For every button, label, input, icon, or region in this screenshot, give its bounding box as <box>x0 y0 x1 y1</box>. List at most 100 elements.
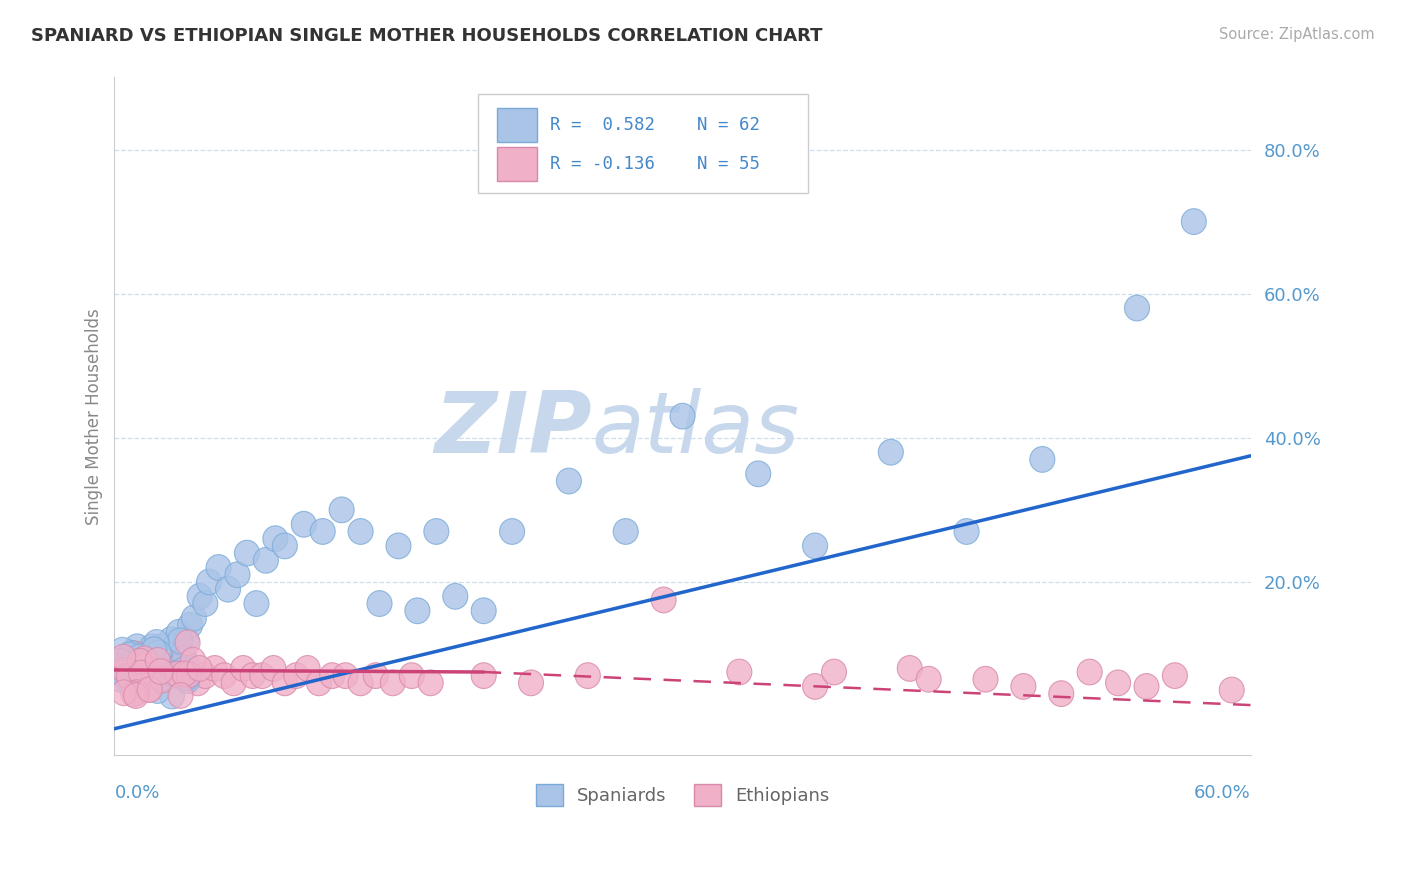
Ellipse shape <box>443 583 468 609</box>
Ellipse shape <box>122 678 146 704</box>
Ellipse shape <box>329 497 354 523</box>
Ellipse shape <box>128 644 152 670</box>
Ellipse shape <box>955 518 979 544</box>
Ellipse shape <box>136 676 162 702</box>
Ellipse shape <box>319 663 344 689</box>
Ellipse shape <box>170 641 195 667</box>
Ellipse shape <box>273 533 297 558</box>
Y-axis label: Single Mother Households: Single Mother Households <box>86 308 103 524</box>
Ellipse shape <box>225 562 250 588</box>
Ellipse shape <box>167 628 193 654</box>
Ellipse shape <box>221 670 246 696</box>
Ellipse shape <box>127 670 152 696</box>
Ellipse shape <box>122 641 148 667</box>
Ellipse shape <box>1125 295 1150 321</box>
Ellipse shape <box>132 656 157 681</box>
Ellipse shape <box>519 670 544 696</box>
Text: Source: ZipAtlas.com: Source: ZipAtlas.com <box>1219 27 1375 42</box>
Ellipse shape <box>138 677 162 703</box>
Ellipse shape <box>187 583 212 609</box>
Ellipse shape <box>166 620 191 645</box>
Ellipse shape <box>212 663 236 689</box>
Ellipse shape <box>897 656 922 681</box>
Ellipse shape <box>148 634 173 660</box>
Ellipse shape <box>263 525 288 551</box>
Ellipse shape <box>165 661 190 687</box>
Ellipse shape <box>363 663 388 689</box>
Ellipse shape <box>172 646 197 672</box>
Ellipse shape <box>1105 670 1130 696</box>
Ellipse shape <box>150 667 174 693</box>
Ellipse shape <box>143 641 169 667</box>
Ellipse shape <box>138 656 163 681</box>
Ellipse shape <box>295 656 321 681</box>
Ellipse shape <box>145 663 170 689</box>
Bar <box>498 108 537 142</box>
Ellipse shape <box>127 656 152 681</box>
Ellipse shape <box>405 598 430 624</box>
Ellipse shape <box>423 518 449 544</box>
Ellipse shape <box>132 646 157 672</box>
Bar <box>498 147 537 181</box>
Ellipse shape <box>138 648 163 674</box>
Ellipse shape <box>108 666 134 692</box>
Ellipse shape <box>163 634 187 660</box>
Ellipse shape <box>387 533 411 558</box>
Text: 60.0%: 60.0% <box>1194 784 1250 802</box>
Ellipse shape <box>115 648 141 674</box>
Ellipse shape <box>917 666 941 692</box>
Ellipse shape <box>111 644 136 670</box>
Ellipse shape <box>174 627 198 652</box>
Ellipse shape <box>153 648 179 674</box>
Ellipse shape <box>145 648 170 673</box>
Ellipse shape <box>124 682 149 708</box>
FancyBboxPatch shape <box>478 95 807 193</box>
Ellipse shape <box>148 658 173 684</box>
Ellipse shape <box>187 656 212 681</box>
Ellipse shape <box>557 468 582 494</box>
Ellipse shape <box>143 630 169 656</box>
Ellipse shape <box>380 670 405 696</box>
Ellipse shape <box>471 598 496 624</box>
Ellipse shape <box>170 657 195 683</box>
Ellipse shape <box>134 663 159 689</box>
Ellipse shape <box>250 663 274 689</box>
Ellipse shape <box>162 661 187 687</box>
Ellipse shape <box>215 576 240 602</box>
Ellipse shape <box>129 653 155 679</box>
Ellipse shape <box>193 591 218 616</box>
Ellipse shape <box>262 656 285 681</box>
Ellipse shape <box>124 680 149 706</box>
Ellipse shape <box>231 656 256 681</box>
Ellipse shape <box>122 663 148 689</box>
Ellipse shape <box>111 648 136 674</box>
Ellipse shape <box>311 518 335 544</box>
Ellipse shape <box>197 569 222 595</box>
Ellipse shape <box>499 518 524 544</box>
Text: R =  0.582    N = 62: R = 0.582 N = 62 <box>550 116 759 134</box>
Ellipse shape <box>307 670 332 696</box>
Ellipse shape <box>821 659 846 685</box>
Ellipse shape <box>120 656 143 681</box>
Ellipse shape <box>120 658 143 684</box>
Ellipse shape <box>176 662 201 688</box>
Ellipse shape <box>253 548 278 574</box>
Legend: Spaniards, Ethiopians: Spaniards, Ethiopians <box>529 777 837 814</box>
Text: atlas: atlas <box>592 388 800 471</box>
Ellipse shape <box>803 673 828 699</box>
Ellipse shape <box>174 668 200 693</box>
Ellipse shape <box>177 612 202 638</box>
Ellipse shape <box>128 648 153 674</box>
Ellipse shape <box>153 656 179 681</box>
Ellipse shape <box>176 630 200 656</box>
Ellipse shape <box>128 660 153 686</box>
Ellipse shape <box>118 640 143 666</box>
Ellipse shape <box>159 683 184 709</box>
Ellipse shape <box>146 640 172 665</box>
Ellipse shape <box>149 663 174 689</box>
Ellipse shape <box>291 511 316 537</box>
Ellipse shape <box>399 663 425 689</box>
Ellipse shape <box>112 657 136 683</box>
Ellipse shape <box>1257 681 1282 706</box>
Ellipse shape <box>333 663 359 689</box>
